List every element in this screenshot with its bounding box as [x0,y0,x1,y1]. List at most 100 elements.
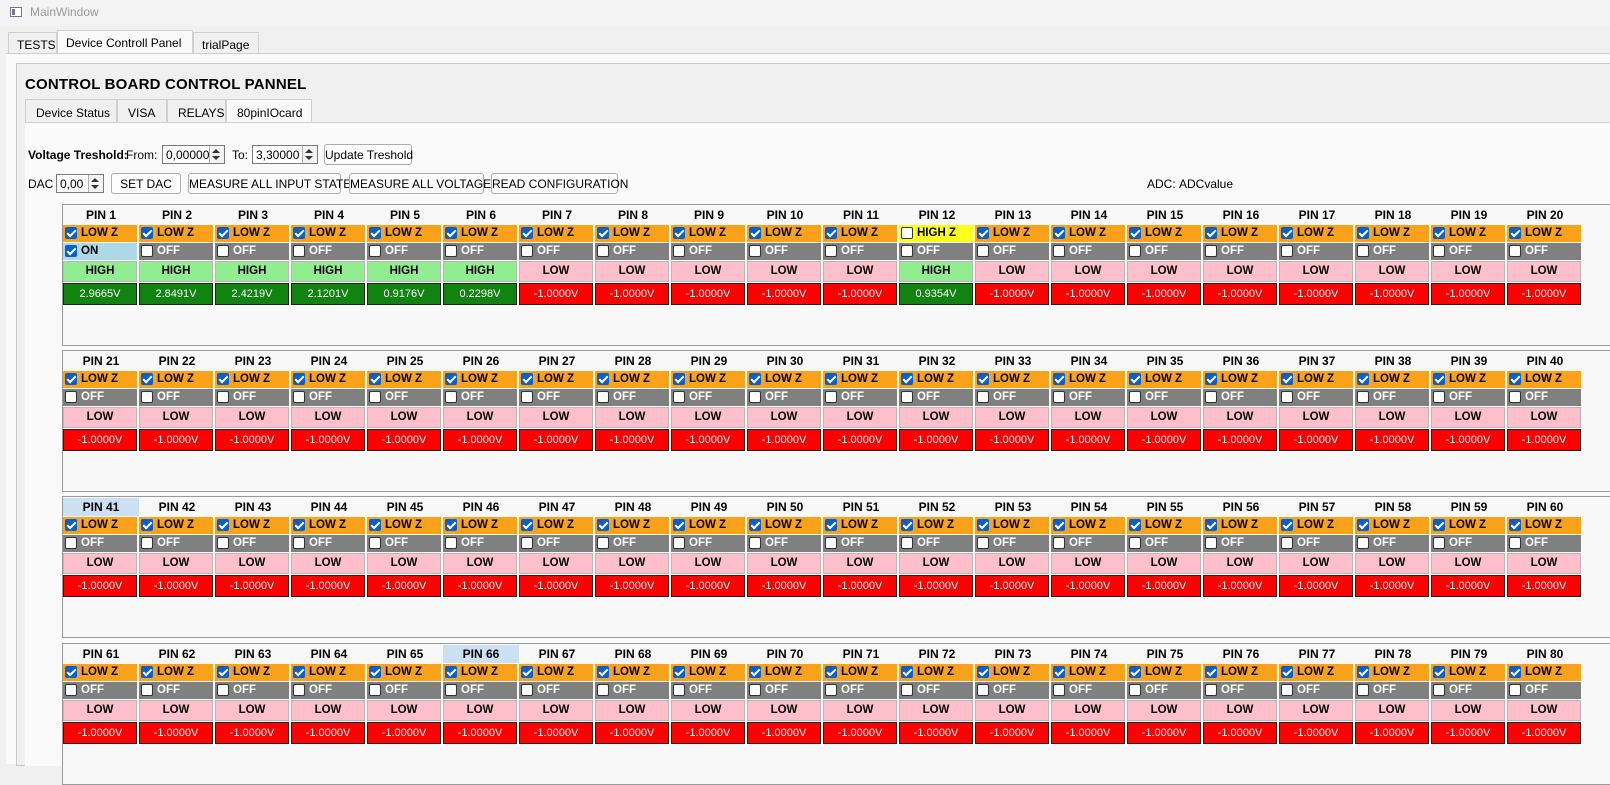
impedance-mode-checkbox[interactable]: LOW Z [367,517,441,534]
impedance-mode-checkbox[interactable]: LOW Z [367,225,441,242]
impedance-mode-checkbox[interactable]: LOW Z [595,225,669,242]
checkbox-checked-icon[interactable] [217,227,229,239]
impedance-mode-checkbox[interactable]: LOW Z [139,371,213,388]
checkbox-checked-icon[interactable] [293,227,305,239]
checkbox-checked-icon[interactable] [445,373,457,385]
checkbox-unchecked-icon[interactable] [445,537,457,549]
checkbox-unchecked-icon[interactable] [977,245,989,257]
checkbox-unchecked-icon[interactable] [1281,684,1293,696]
output-toggle-checkbox[interactable]: OFF [1127,389,1201,406]
impedance-mode-checkbox[interactable]: LOW Z [63,664,137,681]
checkbox-unchecked-icon[interactable] [673,684,685,696]
checkbox-unchecked-icon[interactable] [141,684,153,696]
impedance-mode-checkbox[interactable]: LOW Z [1355,225,1429,242]
impedance-mode-checkbox[interactable]: LOW Z [1279,664,1353,681]
output-toggle-checkbox[interactable]: OFF [519,243,593,260]
checkbox-unchecked-icon[interactable] [217,391,229,403]
tab-relays[interactable]: RELAYS [167,99,226,123]
checkbox-checked-icon[interactable] [1205,519,1217,531]
impedance-mode-checkbox[interactable]: LOW Z [1051,225,1125,242]
checkbox-checked-icon[interactable] [141,373,153,385]
checkbox-checked-icon[interactable] [141,519,153,531]
impedance-mode-checkbox[interactable]: LOW Z [595,664,669,681]
checkbox-checked-icon[interactable] [1129,373,1141,385]
checkbox-checked-icon[interactable] [65,227,77,239]
output-toggle-checkbox[interactable]: OFF [63,389,137,406]
checkbox-checked-icon[interactable] [977,666,989,678]
checkbox-unchecked-icon[interactable] [1357,245,1369,257]
impedance-mode-checkbox[interactable]: LOW Z [671,225,745,242]
tab-device-status[interactable]: Device Status [25,99,117,123]
checkbox-unchecked-icon[interactable] [369,684,381,696]
checkbox-unchecked-icon[interactable] [825,537,837,549]
checkbox-unchecked-icon[interactable] [369,537,381,549]
output-toggle-checkbox[interactable]: OFF [823,682,897,699]
impedance-mode-checkbox[interactable]: LOW Z [519,664,593,681]
output-toggle-checkbox[interactable]: OFF [291,389,365,406]
output-toggle-checkbox[interactable]: OFF [443,535,517,552]
impedance-mode-checkbox[interactable]: LOW Z [1127,517,1201,534]
output-toggle-checkbox[interactable]: OFF [1203,243,1277,260]
checkbox-unchecked-icon[interactable] [901,245,913,257]
impedance-mode-checkbox[interactable]: LOW Z [1355,371,1429,388]
output-toggle-checkbox[interactable]: OFF [975,243,1049,260]
output-toggle-checkbox[interactable]: OFF [1279,682,1353,699]
checkbox-checked-icon[interactable] [1129,519,1141,531]
checkbox-unchecked-icon[interactable] [597,245,609,257]
checkbox-unchecked-icon[interactable] [1205,391,1217,403]
checkbox-unchecked-icon[interactable] [977,391,989,403]
impedance-mode-checkbox[interactable]: LOW Z [1431,225,1505,242]
output-toggle-checkbox[interactable]: OFF [1203,535,1277,552]
output-toggle-checkbox[interactable]: OFF [975,535,1049,552]
output-toggle-checkbox[interactable]: OFF [63,535,137,552]
output-toggle-checkbox[interactable]: OFF [1203,682,1277,699]
impedance-mode-checkbox[interactable]: LOW Z [823,664,897,681]
impedance-mode-checkbox[interactable]: LOW Z [1127,371,1201,388]
impedance-mode-checkbox[interactable]: LOW Z [291,225,365,242]
checkbox-unchecked-icon[interactable] [825,245,837,257]
checkbox-unchecked-icon[interactable] [1129,684,1141,696]
output-toggle-checkbox[interactable]: OFF [215,535,289,552]
checkbox-unchecked-icon[interactable] [1205,245,1217,257]
impedance-mode-checkbox[interactable]: LOW Z [291,664,365,681]
output-toggle-checkbox[interactable]: OFF [1355,535,1429,552]
impedance-mode-checkbox[interactable]: LOW Z [671,371,745,388]
output-toggle-checkbox[interactable]: OFF [215,682,289,699]
checkbox-checked-icon[interactable] [825,519,837,531]
checkbox-unchecked-icon[interactable] [1509,537,1521,549]
checkbox-unchecked-icon[interactable] [65,684,77,696]
checkbox-unchecked-icon[interactable] [521,245,533,257]
checkbox-unchecked-icon[interactable] [1129,391,1141,403]
checkbox-checked-icon[interactable] [293,519,305,531]
checkbox-checked-icon[interactable] [825,227,837,239]
output-toggle-checkbox[interactable]: OFF [139,682,213,699]
checkbox-checked-icon[interactable] [977,227,989,239]
tab-tests[interactable]: TESTS [8,32,57,54]
checkbox-checked-icon[interactable] [1433,666,1445,678]
checkbox-checked-icon[interactable] [141,227,153,239]
checkbox-unchecked-icon[interactable] [749,245,761,257]
checkbox-unchecked-icon[interactable] [1205,684,1217,696]
dac-spinbox[interactable]: 0,00 [56,174,104,193]
checkbox-unchecked-icon[interactable] [673,391,685,403]
impedance-mode-checkbox[interactable]: LOW Z [443,225,517,242]
impedance-mode-checkbox[interactable]: LOW Z [747,225,821,242]
impedance-mode-checkbox[interactable]: LOW Z [1431,517,1505,534]
impedance-mode-checkbox[interactable]: LOW Z [823,225,897,242]
impedance-mode-checkbox[interactable]: LOW Z [63,371,137,388]
output-toggle-checkbox[interactable]: OFF [443,243,517,260]
output-toggle-checkbox[interactable]: OFF [671,535,745,552]
checkbox-unchecked-icon[interactable] [369,245,381,257]
output-toggle-checkbox[interactable]: OFF [1051,535,1125,552]
output-toggle-checkbox[interactable]: OFF [367,535,441,552]
output-toggle-checkbox[interactable]: OFF [747,682,821,699]
impedance-mode-checkbox[interactable]: LOW Z [899,517,973,534]
checkbox-checked-icon[interactable] [521,519,533,531]
output-toggle-checkbox[interactable]: OFF [899,682,973,699]
checkbox-checked-icon[interactable] [901,373,913,385]
checkbox-unchecked-icon[interactable] [825,684,837,696]
threshold-from-spinbox[interactable]: 0,00000 [162,145,225,164]
output-toggle-checkbox[interactable]: OFF [1355,682,1429,699]
output-toggle-checkbox[interactable]: OFF [899,243,973,260]
checkbox-unchecked-icon[interactable] [293,537,305,549]
